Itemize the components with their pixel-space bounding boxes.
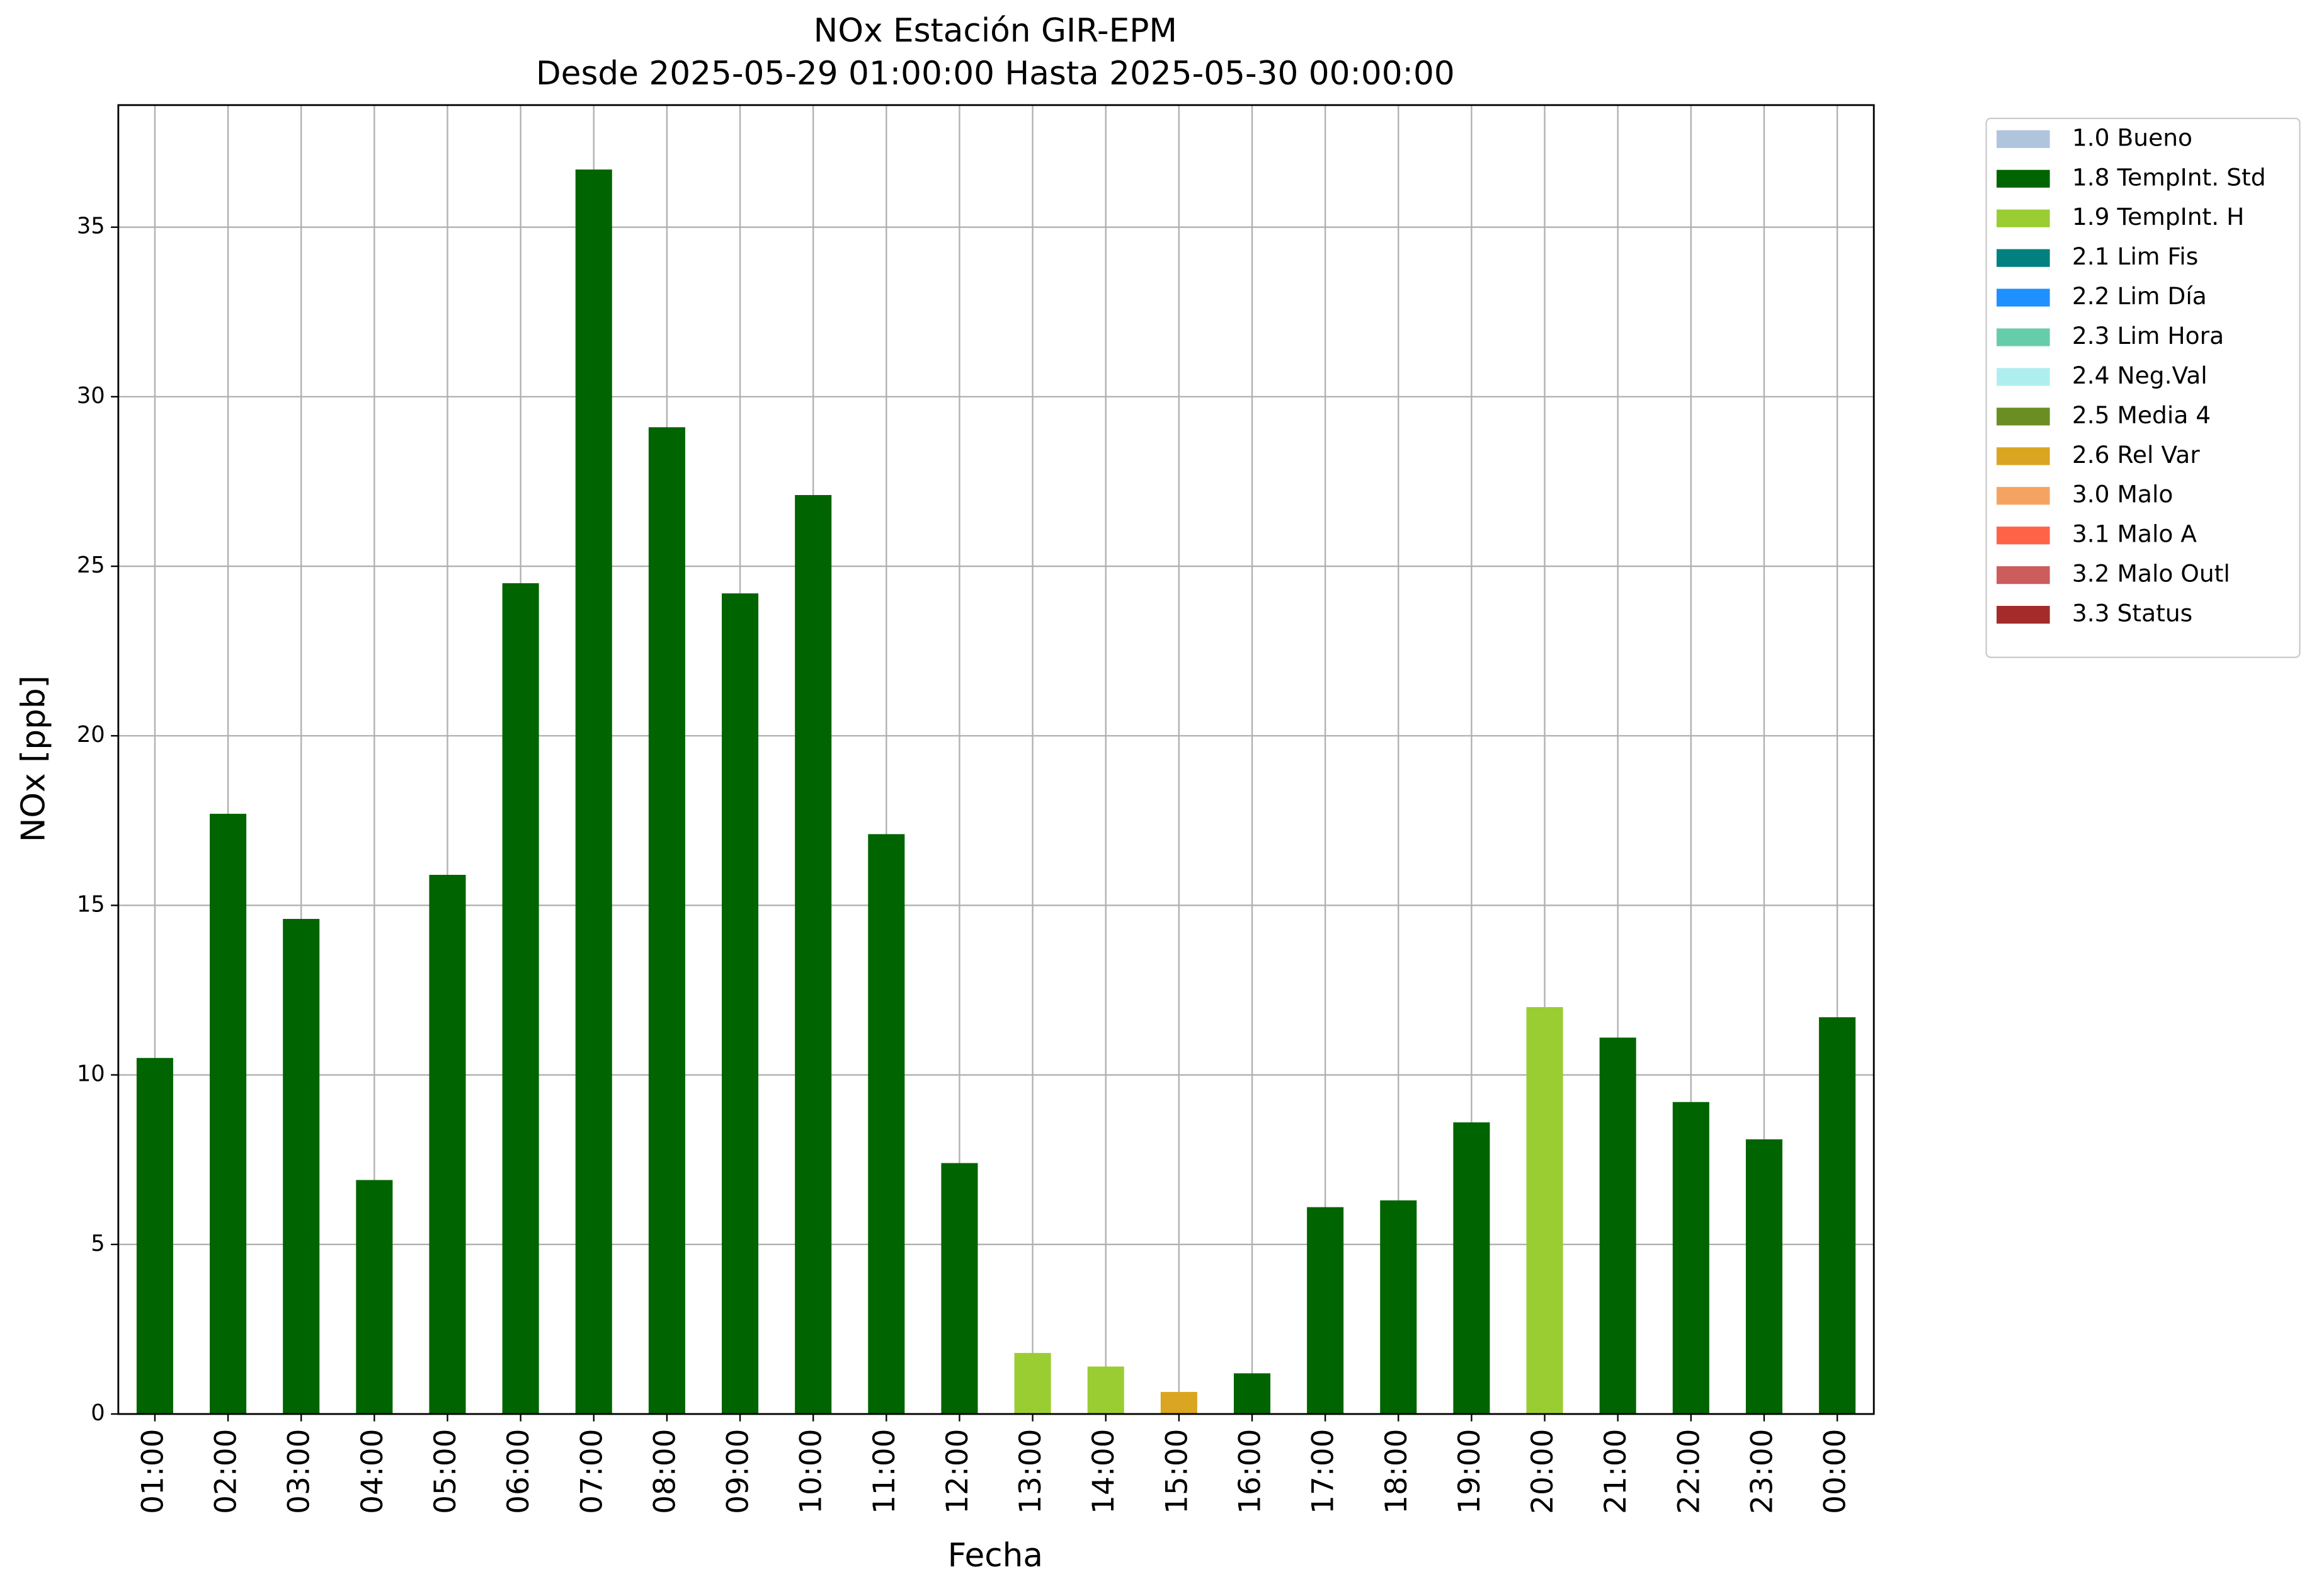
legend-label: 2.2 Lim Día [2072, 282, 2207, 310]
x-tick-label: 23:00 [1745, 1429, 1779, 1514]
legend-label: 1.0 Bueno [2072, 123, 2192, 151]
legend-label: 3.0 Malo [2072, 481, 2174, 508]
legend-label: 2.4 Neg.Val [2072, 362, 2208, 389]
legend-label: 2.3 Lim Hora [2072, 322, 2224, 350]
x-tick-label: 05:00 [428, 1429, 463, 1514]
bar [1014, 1353, 1051, 1415]
x-tick-label: 13:00 [1013, 1429, 1048, 1514]
y-tick-label: 15 [77, 891, 105, 917]
x-tick-label: 12:00 [940, 1429, 975, 1514]
bar [136, 1057, 173, 1415]
x-tick-label: 10:00 [794, 1429, 829, 1514]
y-tick-label: 5 [91, 1231, 105, 1257]
x-tick-label: 09:00 [721, 1429, 756, 1514]
x-tick-label: 17:00 [1306, 1429, 1341, 1514]
y-tick-label: 35 [77, 214, 105, 239]
x-tick-label: 11:00 [867, 1429, 902, 1514]
x-tick-label: 15:00 [1160, 1429, 1194, 1514]
x-tick-label: 03:00 [282, 1429, 317, 1514]
x-tick-label: 07:00 [574, 1429, 609, 1514]
bar [575, 169, 612, 1415]
bar [868, 834, 905, 1415]
legend-label: 3.2 Malo Outl [2072, 560, 2230, 588]
y-tick-label: 0 [91, 1400, 105, 1426]
bar [1819, 1017, 1856, 1415]
bar [1745, 1139, 1783, 1415]
legend-swatch [1997, 169, 2050, 188]
bar [1380, 1200, 1417, 1415]
bar [356, 1180, 393, 1415]
legend-label: 2.6 Rel Var [2072, 441, 2200, 469]
x-tick-label: 04:00 [355, 1429, 390, 1514]
x-tick-label: 20:00 [1525, 1429, 1560, 1514]
x-tick-label: 22:00 [1672, 1429, 1706, 1514]
x-tick-label: 19:00 [1452, 1429, 1487, 1514]
y-tick-label: 10 [77, 1061, 105, 1087]
bar [1087, 1366, 1124, 1415]
bar [1599, 1037, 1636, 1415]
y-tick-label: 25 [77, 552, 105, 578]
legend-swatch [1997, 209, 2050, 227]
bar [283, 918, 320, 1415]
y-tick-label: 30 [77, 383, 105, 409]
bar [1672, 1102, 1709, 1415]
bar [941, 1163, 978, 1415]
legend-swatch [1997, 328, 2050, 346]
x-tick-label: 00:00 [1818, 1429, 1853, 1514]
legend-swatch [1997, 605, 2050, 624]
legend-swatch [1997, 288, 2050, 307]
legend-label: 2.5 Media 4 [2072, 401, 2211, 429]
bar [210, 814, 247, 1415]
x-tick-label: 16:00 [1233, 1429, 1268, 1514]
bar [429, 874, 466, 1415]
bar [1233, 1373, 1271, 1415]
chart-subtitle: Desde 2025-05-29 01:00:00 Hasta 2025-05-… [536, 55, 1455, 93]
legend-label: 1.8 TempInt. Std [2072, 163, 2266, 191]
bar [1160, 1392, 1197, 1415]
y-axis-label: NOx [ppb] [14, 675, 52, 842]
plot-frame [117, 104, 1875, 1415]
legend-swatch [1997, 527, 2050, 545]
x-tick-label: 14:00 [1086, 1429, 1121, 1514]
legend-swatch [1997, 130, 2050, 148]
legend-label: 3.3 Status [2072, 600, 2192, 627]
legend-label: 2.1 Lim Fis [2072, 242, 2198, 270]
chart-title: NOx Estación GIR-EPM [814, 12, 1177, 50]
x-tick-label: 08:00 [647, 1429, 682, 1514]
legend-swatch [1997, 447, 2050, 465]
bar [722, 593, 759, 1415]
bar [648, 427, 685, 1415]
bar [1453, 1122, 1490, 1415]
x-tick-label: 06:00 [501, 1429, 536, 1514]
legend-swatch [1997, 566, 2050, 584]
x-axis-label: Fecha [948, 1537, 1043, 1575]
legend-box [1985, 117, 2301, 658]
bar [1526, 1006, 1563, 1415]
legend-swatch [1997, 249, 2050, 267]
x-tick-label: 18:00 [1379, 1429, 1414, 1514]
y-tick-label: 20 [77, 722, 105, 748]
bar [1307, 1207, 1344, 1415]
bar [502, 583, 539, 1415]
x-tick-label: 21:00 [1598, 1429, 1633, 1514]
bar [795, 495, 832, 1415]
legend-swatch [1997, 487, 2050, 505]
legend-swatch [1997, 408, 2050, 426]
x-tick-label: 01:00 [135, 1429, 170, 1514]
legend-swatch [1997, 368, 2050, 386]
x-tick-label: 02:00 [209, 1429, 244, 1514]
legend-label: 3.1 Malo A [2072, 520, 2197, 548]
legend-label: 1.9 TempInt. H [2072, 203, 2245, 231]
